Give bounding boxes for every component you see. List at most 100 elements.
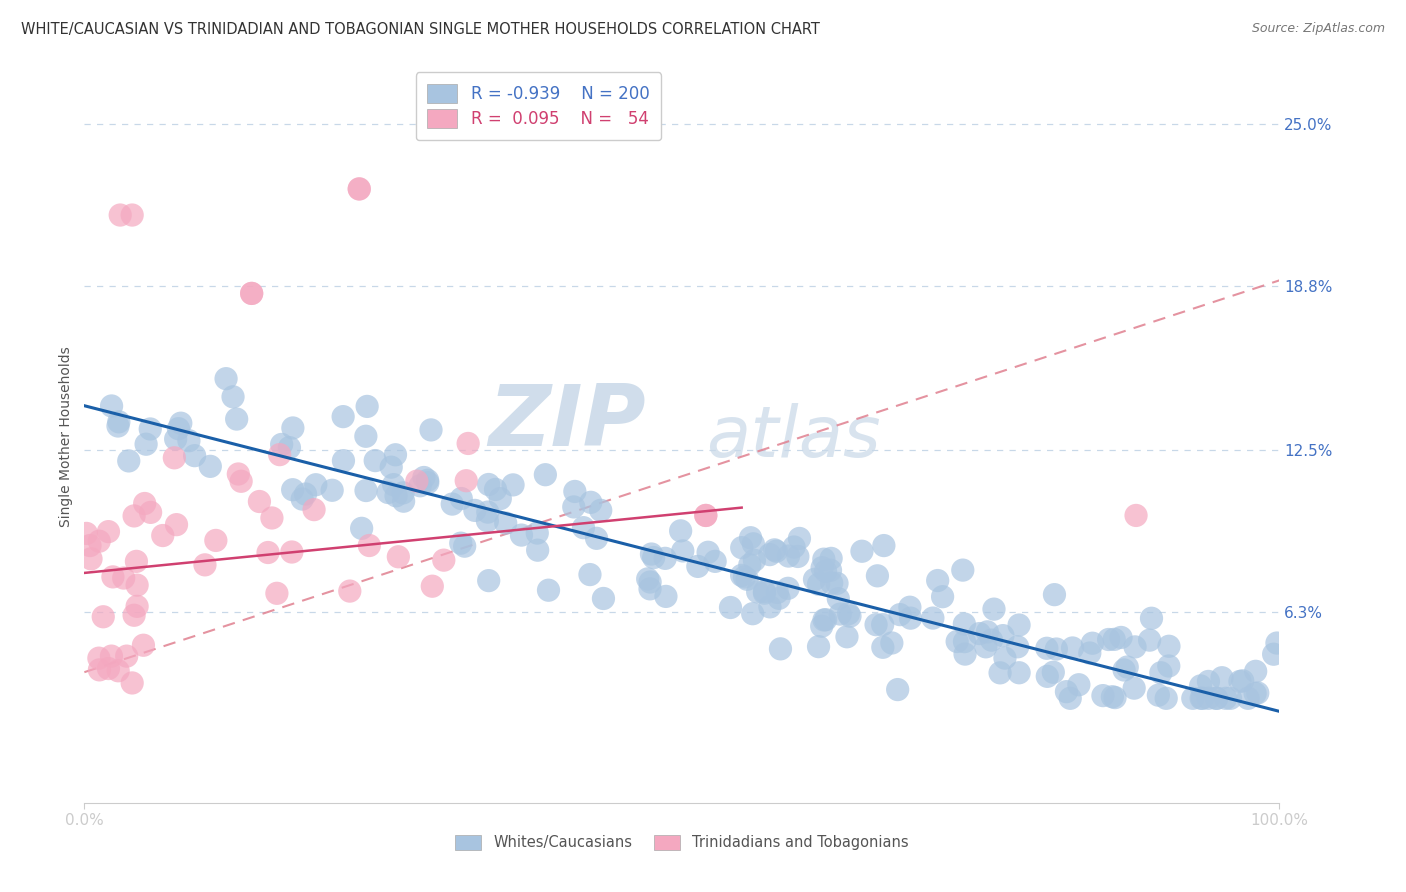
Point [534,467,557,482]
Point [354,429,377,443]
Point [281,483,304,497]
Point [115,649,138,664]
Point [1101,690,1123,704]
Point [585,531,607,545]
Point [1229,674,1251,689]
Point [1157,659,1180,673]
Point [807,577,830,591]
Point [827,591,849,606]
Point [384,448,406,462]
Point [101,570,124,584]
Point [163,450,186,465]
Point [392,486,415,500]
Text: WHITE/CAUCASIAN VS TRINIDADIAN AND TOBAGONIAN SINGLE MOTHER HOUSEHOLDS CORRELATI: WHITE/CAUCASIAN VS TRINIDADIAN AND TOBAG… [21,22,820,37]
Point [839,609,862,624]
Point [686,559,709,574]
Point [922,611,945,625]
Point [983,602,1005,616]
Point [1102,632,1125,647]
Point [225,412,247,426]
Point [260,511,283,525]
Point [969,626,991,640]
Point [1123,681,1146,695]
Point [763,542,786,557]
Point [765,544,787,558]
Point [872,640,894,655]
Point [1091,689,1114,703]
Point [89,534,111,549]
Point [453,539,475,553]
Point [127,599,149,614]
Point [167,422,190,436]
Point [222,390,245,404]
Point [720,600,742,615]
Point [1154,691,1177,706]
Point [456,474,478,488]
Point [135,437,157,451]
Point [731,541,754,555]
Point [110,208,132,222]
Point [898,600,921,615]
Point [776,582,799,596]
Point [350,521,373,535]
Point [75,526,97,541]
Point [349,182,371,196]
Point [332,453,354,467]
Point [1104,690,1126,705]
Point [1114,663,1136,677]
Point [562,500,585,514]
Point [730,568,752,582]
Point [240,286,263,301]
Point [1244,665,1267,679]
Point [1197,691,1219,706]
Point [526,543,548,558]
Point [1232,673,1254,688]
Point [953,617,976,632]
Point [80,551,103,566]
Point [994,651,1017,665]
Point [364,453,387,467]
Point [464,503,486,517]
Point [1059,691,1081,706]
Point [991,629,1014,643]
Point [1265,636,1288,650]
Point [579,567,602,582]
Point [1054,684,1077,698]
Point [825,576,848,591]
Point [1211,671,1233,685]
Point [735,572,758,586]
Point [1140,611,1163,625]
Point [139,505,162,519]
Point [240,286,263,301]
Point [489,491,512,506]
Point [1181,691,1204,706]
Point [758,548,780,562]
Point [377,485,399,500]
Point [742,537,765,551]
Point [1043,588,1066,602]
Point [889,607,911,622]
Point [927,574,949,588]
Point [851,544,873,558]
Point [1219,691,1241,706]
Point [215,372,238,386]
Point [502,478,524,492]
Point [1042,665,1064,680]
Point [592,591,614,606]
Point [1150,665,1173,680]
Point [697,545,720,559]
Point [382,477,405,491]
Point [1036,641,1059,656]
Point [1189,691,1212,706]
Point [820,563,842,577]
Point [803,573,825,587]
Point [1205,691,1227,706]
Point [1244,686,1267,700]
Point [637,572,659,586]
Point [87,651,110,665]
Point [200,459,222,474]
Point [786,549,808,564]
Point [1007,640,1029,654]
Point [269,448,291,462]
Point [270,437,292,451]
